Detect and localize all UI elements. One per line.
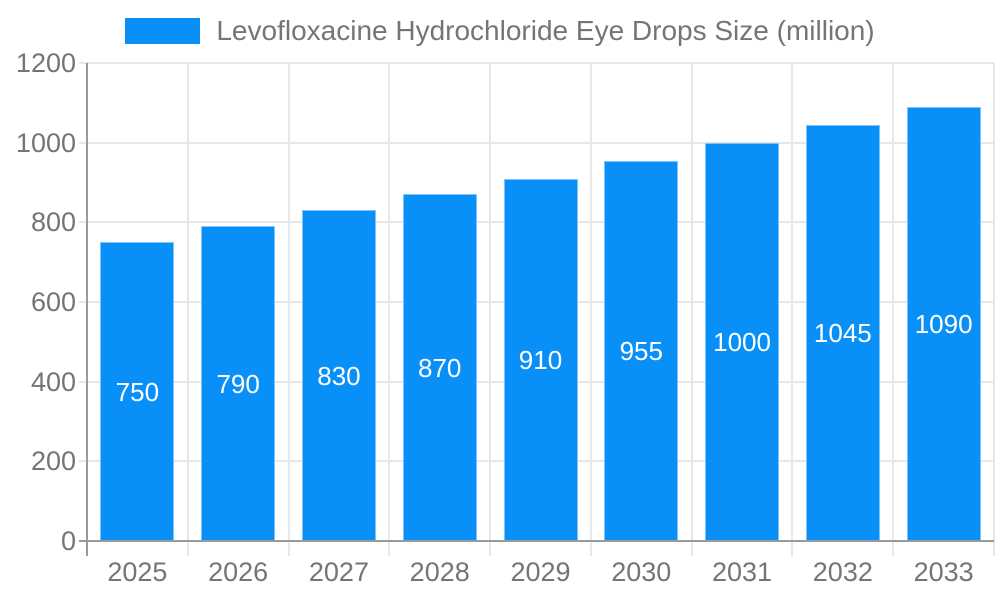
bar-value-label: 790 (216, 368, 260, 399)
y-axis-tick-label: 1200 (15, 48, 76, 78)
bar-value-label: 750 (115, 376, 160, 407)
x-gridline (186, 63, 189, 556)
bar-2026[interactable] (201, 226, 276, 541)
y-axis-tick-label: 0 (60, 526, 76, 556)
y-axis-tick-label: 1000 (15, 127, 76, 158)
bar-value-label: 955 (619, 335, 663, 366)
x-gridline (589, 63, 592, 556)
x-gridline (791, 63, 794, 556)
bar-2027[interactable] (301, 210, 376, 541)
bar-2025[interactable] (100, 242, 175, 541)
x-axis-tick-label: 2026 (208, 557, 269, 587)
x-axis-tick-label: 2030 (611, 557, 672, 587)
legend-swatch (125, 18, 201, 45)
bar-2031[interactable] (705, 142, 780, 541)
y-axis-line (86, 63, 88, 556)
x-gridline (993, 63, 995, 556)
bar-value-label: 830 (317, 360, 361, 391)
bar-value-label: 1090 (914, 308, 973, 339)
bar-value-label: 1000 (713, 326, 771, 357)
x-axis-tick-label: 2031 (712, 557, 773, 587)
bar-value-label: 910 (518, 344, 563, 375)
x-gridline (287, 63, 290, 556)
legend-item[interactable]: Levofloxacine Hydrochloride Eye Drops Si… (0, 15, 1000, 47)
bar-2033[interactable] (906, 106, 981, 541)
bar-2032[interactable] (805, 124, 880, 541)
bar-value-label: 870 (418, 352, 462, 383)
x-axis-tick-label: 2032 (812, 557, 873, 587)
x-gridline (388, 63, 391, 556)
x-axis-tick-label: 2033 (913, 557, 974, 587)
y-gridline (79, 62, 994, 64)
x-axis-tick-label: 2027 (308, 557, 369, 587)
y-axis-tick-label: 200 (30, 446, 76, 477)
x-gridline (892, 63, 895, 556)
x-axis-tick-label: 2029 (510, 557, 571, 587)
y-axis-tick-label: 800 (30, 207, 76, 238)
x-gridline (489, 63, 492, 556)
bar-2030[interactable] (604, 160, 679, 541)
y-axis-tick-label: 600 (30, 287, 76, 317)
x-axis-line (79, 540, 994, 542)
legend-label: Levofloxacine Hydrochloride Eye Drops Si… (216, 15, 875, 46)
x-gridline (690, 63, 693, 556)
bar-2028[interactable] (402, 194, 477, 541)
y-axis-tick-label: 400 (30, 366, 76, 397)
bar-value-label: 1045 (813, 317, 872, 348)
y-gridline (79, 141, 994, 144)
x-axis-tick-label: 2025 (107, 557, 168, 587)
x-axis-tick-label: 2028 (409, 557, 470, 587)
